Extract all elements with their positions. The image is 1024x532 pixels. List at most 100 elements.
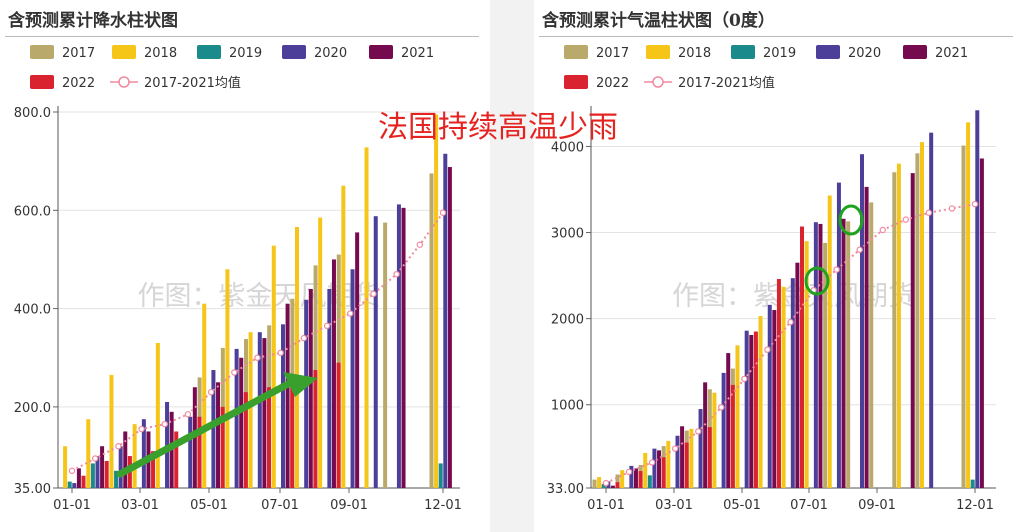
bar-2021 — [841, 218, 846, 488]
legend-label: 2017-2021均值 — [144, 75, 241, 91]
average-line — [71, 212, 444, 472]
average-point — [439, 209, 447, 216]
y-tick-label: 800.0 — [14, 106, 51, 121]
bar-2018 — [341, 185, 346, 488]
bar-2021 — [979, 158, 984, 489]
highlight-circle — [838, 204, 864, 236]
x-tick-label: 01-01 — [53, 498, 91, 513]
y-tick-label: 33.00 — [547, 482, 584, 497]
bar-2017 — [915, 153, 920, 489]
legend-item-2017-2021均值[interactable]: 2017-2021均值 — [110, 75, 241, 91]
bar-2018 — [689, 428, 694, 488]
bar-2021 — [795, 262, 800, 488]
average-point — [254, 354, 261, 361]
precipitation-panel: 含预测累计降水柱状图 2017 2018 2019 2020 2021 2022 2017-… — [0, 0, 490, 532]
trend-arrow-head — [283, 372, 318, 397]
bar-2018 — [966, 122, 971, 489]
average-point — [370, 290, 377, 298]
average-point — [856, 246, 863, 253]
bar-2019 — [601, 483, 606, 488]
bar-2017 — [846, 221, 851, 488]
bar-2017 — [869, 202, 874, 488]
legend-item-2018[interactable]: 2018 — [112, 45, 177, 61]
bar-2021 — [749, 334, 754, 488]
bar-2018 — [202, 303, 207, 488]
bar-2022 — [151, 451, 156, 488]
legend-label: 2019 — [763, 46, 796, 61]
legend-label: 2017-2021均值 — [678, 75, 775, 91]
bar-2018 — [434, 114, 439, 488]
legend-circle-symbol — [118, 76, 130, 88]
bar-2020 — [72, 483, 77, 488]
legend-item-2022[interactable]: 2022 — [30, 75, 95, 91]
bar-2018 — [919, 142, 924, 488]
legend-item-2017[interactable]: 2017 — [564, 45, 629, 61]
bar-2021 — [331, 259, 336, 488]
x-tick-label: 09-01 — [858, 498, 896, 513]
average-point — [184, 411, 192, 418]
x-tick-label: 12-01 — [956, 498, 994, 513]
temperature-chart: 2017 2018 2019 2020 2021 2022 2017-2021均值 33.00… — [547, 45, 996, 513]
legend-item-2018[interactable]: 2018 — [646, 45, 711, 61]
average-point — [300, 334, 308, 342]
headline-annotation: 法国持续高温少雨 — [378, 110, 618, 145]
bar-2018 — [620, 470, 625, 488]
bar-2020 — [141, 419, 146, 488]
average-point — [68, 467, 76, 474]
legend-item-2019[interactable]: 2019 — [197, 45, 262, 61]
bar-2019 — [438, 463, 443, 488]
bar-2018 — [758, 316, 763, 488]
bar-2019 — [90, 463, 95, 488]
legend-label: 2020 — [314, 46, 347, 61]
bar-2022 — [290, 382, 295, 488]
bar-2020 — [327, 288, 332, 488]
title-underline — [539, 36, 1013, 37]
bar-2022 — [243, 392, 248, 488]
x-tick-label: 12-01 — [424, 498, 462, 513]
y-tick-label: 35.00 — [14, 482, 51, 497]
x-tick-label: 07-01 — [261, 498, 299, 513]
legend-item-2020[interactable]: 2020 — [282, 45, 347, 61]
bar-2021 — [262, 338, 267, 488]
legend-label: 2019 — [229, 46, 262, 61]
bar-2017 — [429, 173, 434, 488]
legend-swatch — [564, 45, 588, 59]
legend-item-2020[interactable]: 2020 — [816, 45, 881, 61]
bar-2020 — [234, 348, 239, 488]
legend-item-2021[interactable]: 2021 — [903, 45, 968, 61]
legend-item-2022[interactable]: 2022 — [564, 75, 629, 91]
average-line — [605, 203, 976, 484]
bar-2021 — [123, 431, 128, 488]
legend-label: 2017 — [62, 46, 95, 61]
legend-label: 2022 — [62, 76, 95, 91]
temperature-panel: 含预测累计气温柱状图（0度） 2017 2018 2019 2020 2021 2022 2… — [534, 0, 1024, 532]
bar-2020 — [929, 132, 934, 489]
bar-2021 — [285, 303, 290, 488]
legend-item-2021[interactable]: 2021 — [369, 45, 434, 61]
bar-2021 — [239, 357, 244, 488]
bar-2021 — [355, 232, 360, 488]
bar-2019 — [114, 470, 119, 488]
bar-2020 — [304, 299, 309, 488]
legend-item-2017[interactable]: 2017 — [30, 45, 95, 61]
bar-2018 — [597, 477, 602, 488]
legend-item-2017-2021均值[interactable]: 2017-2021均值 — [644, 75, 775, 91]
bar-2021 — [772, 310, 777, 488]
bar-2020 — [95, 456, 100, 488]
bar-2022 — [104, 460, 109, 488]
bar-2022 — [707, 427, 712, 488]
bar-2018 — [712, 392, 717, 488]
bar-2017 — [592, 479, 597, 488]
bar-2020 — [257, 332, 262, 488]
legend-label: 2020 — [848, 46, 881, 61]
bar-2021 — [657, 450, 662, 488]
bar-2018 — [294, 227, 299, 488]
bar-2018 — [225, 269, 230, 488]
bar-2021 — [818, 223, 823, 488]
bar-2020 — [975, 110, 980, 489]
legend-item-2019[interactable]: 2019 — [731, 45, 796, 61]
bar-2019 — [970, 479, 975, 488]
average-point — [161, 420, 168, 428]
legend-label: 2017 — [596, 46, 629, 61]
average-point — [602, 479, 610, 487]
